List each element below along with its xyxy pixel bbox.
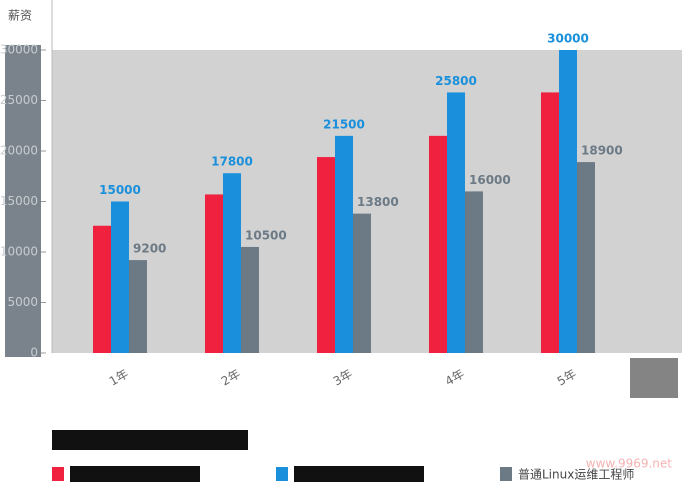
y-tick-label: 25000 [0, 93, 38, 107]
bar [447, 92, 465, 354]
bar [129, 260, 147, 353]
x-tick-label: 3年 [331, 367, 355, 389]
legend-title-redacted [52, 430, 248, 450]
bar [93, 225, 111, 353]
bar [465, 191, 483, 353]
data-label: 30000 [547, 32, 589, 46]
y-tick-label: 15000 [0, 194, 38, 208]
x-tick-label: 2年 [219, 367, 243, 389]
y-axis-label: 薪资 [8, 9, 32, 23]
x-tick-label: 4年 [443, 367, 467, 389]
data-label: 15000 [99, 183, 141, 197]
y-tick-label: 10000 [0, 245, 38, 259]
legend-label: 普通Linux运维工程师 [518, 467, 634, 482]
y-tick-label: 30000 [0, 43, 38, 57]
bar [335, 135, 353, 353]
legend-swatch [500, 467, 512, 481]
x-tick-label: 1年 [107, 367, 131, 389]
y-tick-label: 5000 [7, 295, 38, 309]
data-label: 21500 [323, 117, 365, 131]
bar [223, 173, 241, 353]
x-tick-label: 5年 [555, 367, 579, 389]
data-label: 17800 [211, 155, 253, 169]
data-label: 16000 [469, 173, 511, 187]
data-label: 25800 [435, 74, 477, 88]
bar [541, 92, 559, 354]
bar [205, 194, 223, 353]
bar [429, 135, 447, 353]
data-label: 18900 [581, 144, 623, 158]
bar [111, 201, 129, 353]
watermark: www.9969.net [586, 457, 672, 471]
legend-swatch [276, 467, 288, 481]
bar [559, 50, 577, 353]
bar [241, 246, 259, 353]
bar [577, 162, 595, 353]
data-label: 9200 [133, 242, 166, 256]
legend-label-redacted [294, 466, 424, 482]
plot: 0 5000 10000 15000 20000 25000 30000 1年 15000 920… [0, 32, 634, 482]
y-tick-label: 20000 [0, 144, 38, 158]
y-tick-label: 0 [30, 346, 38, 360]
bar [317, 157, 335, 353]
bar [353, 213, 371, 353]
data-label: 10500 [245, 228, 287, 242]
legend-label-redacted [70, 466, 200, 482]
legend-swatch [52, 467, 64, 481]
data-label: 13800 [357, 195, 399, 209]
redaction [5, 45, 41, 357]
redaction [630, 358, 678, 398]
